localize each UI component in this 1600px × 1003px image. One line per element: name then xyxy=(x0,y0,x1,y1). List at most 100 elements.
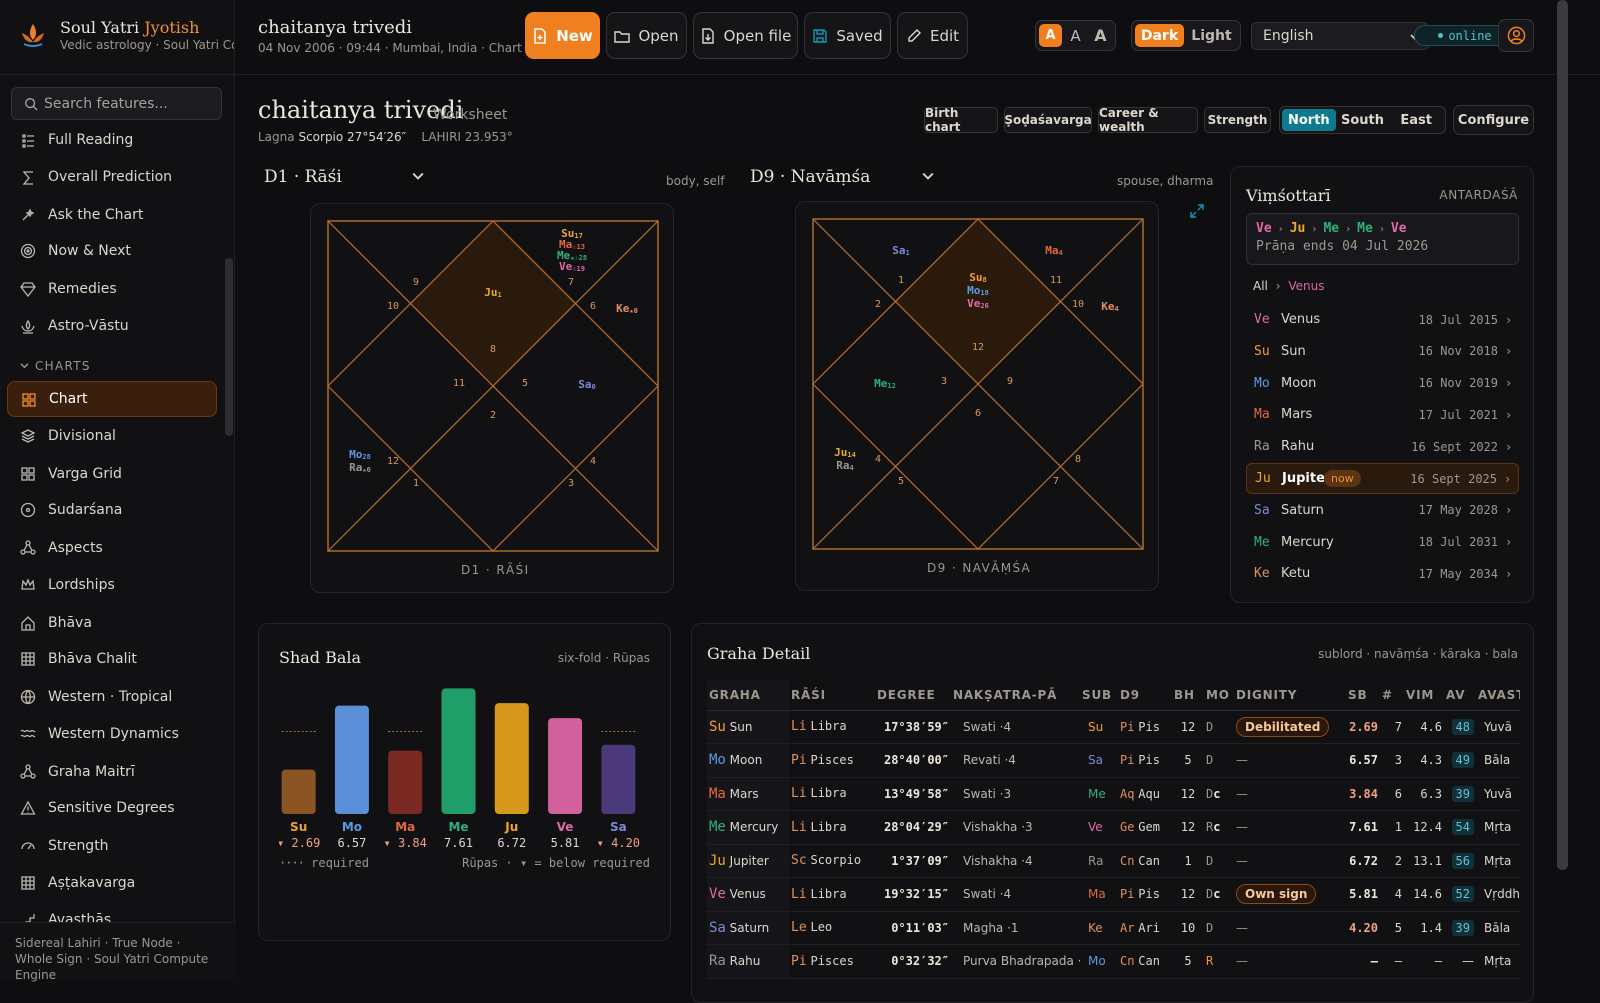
bar-value-label: ▾ 3.84 xyxy=(384,836,427,850)
col-header-avasth-[interactable]: AVASTHĀ xyxy=(1476,680,1520,710)
col-header--[interactable]: # xyxy=(1380,680,1404,710)
open-file-button[interactable]: Open file xyxy=(693,12,798,59)
col-header-degree[interactable]: DEGREE xyxy=(875,680,951,710)
language-select[interactable]: English xyxy=(1251,22,1429,50)
col-header-sb[interactable]: SB xyxy=(1346,680,1380,710)
sidebar-item-astro-v-stu[interactable]: Astro-Vāstu xyxy=(7,308,217,344)
sidebar-item-bh-va-chalit[interactable]: Bhāva Chalit xyxy=(7,641,217,677)
col-header-graha[interactable]: GRAHA xyxy=(707,680,789,710)
crumb-all[interactable]: All xyxy=(1253,279,1268,293)
tab-sodasavarga[interactable]: Ṣoḍaśavarga xyxy=(1004,107,1092,133)
style-south[interactable]: South xyxy=(1336,109,1390,131)
col-header-nak-atra-p-[interactable]: NAKṢATRA-PĀ xyxy=(951,680,1080,710)
tab-career-wealth[interactable]: Career & wealth xyxy=(1098,107,1198,133)
font-size-small[interactable]: A xyxy=(1039,24,1062,47)
d1-north-chart[interactable]: 891011121234567Ju1Su17Ma☉13Me★☉28Ve☉19Ke… xyxy=(327,220,659,552)
font-size-large[interactable]: A xyxy=(1089,24,1112,47)
configure-button[interactable]: Configure xyxy=(1453,105,1534,135)
sidebar-item-chart[interactable]: Chart xyxy=(7,381,217,417)
sidebar-item-western-tropical[interactable]: Western · Tropical xyxy=(7,679,217,715)
sidebar-item-ask-the-chart[interactable]: Ask the Chart xyxy=(7,197,217,233)
crown-icon xyxy=(20,577,36,593)
sidebar-item-overall-prediction[interactable]: Overall Prediction xyxy=(7,159,217,195)
house-number: 1 xyxy=(898,275,904,286)
charts-section-header[interactable]: CHARTS xyxy=(20,359,91,373)
current-dasa-chain: Ve › Ju › Me › Me › Ve Prāṇa ends 04 Jul… xyxy=(1246,213,1519,265)
search-box[interactable] xyxy=(11,87,222,120)
user-avatar-button[interactable] xyxy=(1498,19,1534,52)
font-size-medium[interactable]: A xyxy=(1064,24,1087,47)
sidebar-item-sensitive-degrees[interactable]: Sensitive Degrees xyxy=(7,790,217,826)
sidebar-item-sudar-ana[interactable]: Sudarśana xyxy=(7,492,217,528)
sidebar-item-aspects[interactable]: Aspects xyxy=(7,530,217,566)
theme-light[interactable]: Light xyxy=(1186,24,1237,47)
sidebar-item-western-dynamics[interactable]: Western Dynamics xyxy=(7,716,217,752)
sidebar-item-bh-va[interactable]: Bhāva xyxy=(7,605,217,641)
sidebar-item-varga-grid[interactable]: Varga Grid xyxy=(7,456,217,492)
search-input[interactable] xyxy=(44,94,214,114)
tab-birth-chart[interactable]: Birth chart xyxy=(924,107,998,133)
vim-cell: 6.3 xyxy=(1404,777,1444,811)
edit-button[interactable]: Edit xyxy=(897,12,968,59)
col-header-bh[interactable]: BH xyxy=(1172,680,1204,710)
col-header-r-i[interactable]: RĀŚI xyxy=(789,680,875,710)
saved-button[interactable]: Saved xyxy=(804,12,891,59)
sidebar-item-strength[interactable]: Strength xyxy=(7,828,217,864)
d9-chart-select[interactable]: D9 · Navāṃśa xyxy=(750,167,934,187)
col-header-vim[interactable]: VIM xyxy=(1404,680,1444,710)
sidebar-item-a-akavarga[interactable]: Aṣṭakavarga xyxy=(7,865,217,901)
col-header-mo[interactable]: MO xyxy=(1204,680,1234,710)
dasa-planet-name: Mars xyxy=(1281,407,1312,422)
sidebar-item-graha-maitr-[interactable]: Graha Maitrī xyxy=(7,754,217,790)
new-button[interactable]: New xyxy=(525,12,600,59)
graha-cell: Ju Jupiter xyxy=(707,844,789,878)
sidebar-item-remedies[interactable]: Remedies xyxy=(7,271,217,307)
sidebar-item-divisional[interactable]: Divisional xyxy=(7,418,217,454)
bhava-cell: 12 xyxy=(1172,777,1204,811)
col-header-av[interactable]: AV xyxy=(1444,680,1476,710)
sidebar: Soul Yatri Jyotish Vedic astrology · Sou… xyxy=(0,0,235,980)
col-header-sub[interactable]: SUB xyxy=(1080,680,1118,710)
dignity-empty: — xyxy=(1236,787,1248,801)
dignity-empty: — xyxy=(1236,820,1248,834)
sidebar-item-lordships[interactable]: Lordships xyxy=(7,567,217,603)
tab-strength[interactable]: Strength xyxy=(1204,107,1271,133)
col-header-d9[interactable]: D9 xyxy=(1118,680,1172,710)
style-east[interactable]: East xyxy=(1389,109,1443,131)
col-header-dignity[interactable]: DIGNITY xyxy=(1234,680,1346,710)
brand[interactable]: Soul Yatri Jyotish Vedic astrology · Sou… xyxy=(0,0,235,75)
ayanamsa: LAHIRI 23.953° xyxy=(421,130,512,144)
bar-rect xyxy=(601,745,635,814)
open-button[interactable]: Open xyxy=(606,12,687,59)
page-scrollbar[interactable] xyxy=(1557,0,1568,870)
sidebar-item-now-next[interactable]: Now & Next xyxy=(7,233,217,269)
d1-chart-select[interactable]: D1 · Rāśi xyxy=(264,167,424,187)
sidebar-scrollbar[interactable] xyxy=(225,258,233,436)
theme-dark[interactable]: Dark xyxy=(1135,24,1184,47)
shad-bala-title: Shad Bala xyxy=(279,648,361,667)
expand-icon[interactable] xyxy=(1190,204,1204,218)
dasa-planet-abbr: Ke xyxy=(1254,566,1270,581)
crumb-current[interactable]: Venus xyxy=(1288,279,1324,293)
list-icon xyxy=(20,132,36,148)
sidebar-item-full-reading[interactable]: Full Reading xyxy=(7,122,217,158)
style-north[interactable]: North xyxy=(1282,109,1336,131)
